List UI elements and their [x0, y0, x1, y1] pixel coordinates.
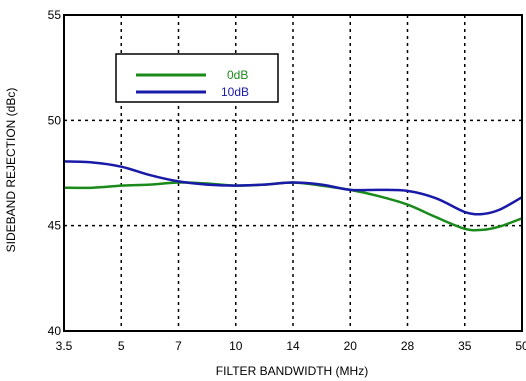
- x-tick-labels: 3.5 5 7 10 14 20 28 35 50: [56, 339, 526, 353]
- x-tick-label: 28: [401, 339, 415, 353]
- y-tick-label: 40: [48, 324, 62, 338]
- plot-frame: [63, 14, 523, 332]
- legend-box: [115, 53, 279, 103]
- x-tick-label: 14: [286, 339, 300, 353]
- series-line-10db: [63, 160, 523, 216]
- x-tick-label: 20: [344, 339, 358, 353]
- y-tick-label: 50: [48, 113, 62, 127]
- y-tick-label: 45: [48, 219, 62, 233]
- y-tick-labels: 40 45 50 55: [48, 8, 62, 338]
- x-tick-label: 50: [515, 339, 526, 353]
- legend: 0dB 10dB: [115, 53, 279, 103]
- legend-label-10db: 10dB: [221, 85, 249, 99]
- x-tick-label: 5: [118, 339, 125, 353]
- y-axis-label: SIDEBAND REJECTION (dBc): [4, 88, 18, 253]
- x-axis-label: FILTER BANDWIDTH (MHz): [216, 364, 368, 378]
- x-tick-label: 10: [229, 339, 243, 353]
- y-tick-label: 55: [48, 8, 62, 22]
- x-tick-label: 7: [175, 339, 182, 353]
- x-tick-label: 35: [458, 339, 472, 353]
- series-lines: [63, 160, 523, 232]
- legend-label-0db: 0dB: [227, 68, 248, 82]
- x-tick-label: 3.5: [56, 339, 73, 353]
